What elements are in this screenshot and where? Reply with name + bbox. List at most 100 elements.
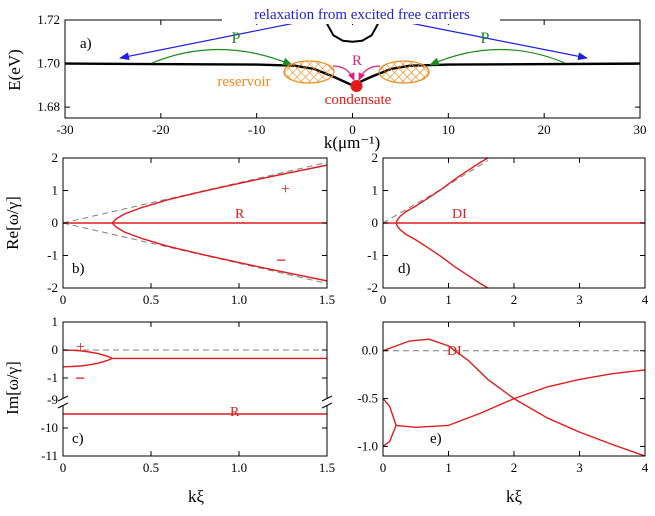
panel-d-dashed-asymptote [383,160,489,224]
panel-c-xtick-label: 1.0 [231,460,247,475]
r-arrow-right [358,65,381,81]
panel-c-ytick-label: -9 [47,392,58,407]
panel-c-ytick-label: 0 [52,342,59,357]
panel-e-xtick-label: 0 [380,460,387,475]
panel-b-label: b) [72,261,85,277]
axis-break-gap-right [322,398,332,406]
panel-b-ytick-label: -1 [47,248,58,263]
panel-c: 0 0.5 1.0 1.5 1 0 -1 -9 -10 -11 c) Im[ω/γ] kξ + −… [3,314,335,506]
panel-b-ylabel: Re[ω/γ] [3,196,22,250]
panel-c-ytick-label: -11 [41,448,58,463]
panel-d: 0 1 2 3 4 2 1 0 -1 -2 d) DI [367,150,649,307]
panel-e-frame [382,321,646,457]
panel-e-label: e) [430,431,442,447]
panel-e-ticks: 0 1 2 3 4 0.0 -0.5 -1.0 [357,322,649,475]
panel-d-ticks: 0 1 2 3 4 2 1 0 -1 -2 [367,150,649,307]
panel-c-plot-area [63,349,327,415]
panel-e-xtick-label: 2 [511,460,518,475]
axis-break-mark-right-2 [321,402,333,409]
panel-e-xlabel: kξ [506,487,523,506]
axis-break-mark-left-1 [57,395,69,402]
panel-e-ytick-label: -0.5 [357,391,378,406]
panel-e-xtick-label: 1 [445,460,452,475]
axis-break-mark-left-2 [57,402,69,409]
panel-c-ticks: 0 0.5 1.0 1.5 1 0 -1 -9 -10 -11 [41,314,335,475]
reservoir-label: reservoir [217,74,270,90]
panel-e-plot-area [383,338,645,456]
condensate-label: condensate [325,92,392,108]
panel-a-ytick-label: 1.70 [37,56,60,71]
panel-b-ytick-label: 2 [52,150,59,165]
panel-d-ytick-label: 1 [372,183,379,198]
panel-c-xtick-label: 0 [60,460,67,475]
panel-a-ylabel: E(eV) [5,49,24,91]
panel-a-xtick-label: -30 [56,122,73,137]
panel-c-plus-label: + [76,339,85,356]
panel-e-ytick-label: -1.0 [357,438,378,453]
reservoir-left [283,60,335,84]
panel-a-series-upper-polariton [323,20,382,43]
panel-e-ytick-label: 0.0 [362,343,378,358]
panel-c-series-0 [63,349,113,360]
axis-break-gap-left [58,398,68,406]
panel-d-xtick-label: 2 [511,292,518,307]
pump-arrow-left [151,48,293,66]
panel-a: -30 -20 -10 0 10 20 30 1.68 1.70 1.72 a) E(eV) k(… [5,4,647,152]
panel-b-ytick-label: -2 [47,280,58,295]
panel-c-xtick-label: 1.5 [319,460,335,475]
axis-break-mark-right-1 [321,395,333,402]
panel-c-ytick-label: -10 [41,420,58,435]
panel-d-ytick-label: 0 [372,215,379,230]
panel-b-series-1 [111,222,327,282]
panel-e: 0 1 2 3 4 0.0 -0.5 -1.0 e) kξ DI [357,321,649,506]
panel-a-xtick-label: 20 [538,122,551,137]
panel-c-ytick-label: 1 [52,314,59,329]
panel-e-series-0 [383,338,645,456]
panel-a-xtick-label: -10 [248,122,265,137]
panel-e-xtick-label: 4 [642,460,649,475]
panel-a-label: a) [80,36,92,52]
panel-c-series-1 [63,357,113,368]
panel-e-series-3 [383,425,397,447]
panel-b-minus-label: − [276,250,286,270]
panel-c-r-label: R [230,405,240,420]
panel-b-xtick-label: 1.5 [319,292,335,307]
panel-c-minus-label: − [75,368,85,388]
panel-d-xtick-label: 4 [642,292,649,307]
panel-c-ytick-label: -1 [47,370,58,385]
panel-b-plot-area [63,162,327,284]
relaxation-label: relaxation from excited free carriers [254,7,470,23]
relaxation-label-bg [222,4,500,24]
panel-e-series-1 [396,369,645,428]
r-arrow-left [332,65,355,81]
panel-d-plot-area [383,158,645,288]
panel-e-series-2 [383,398,397,426]
condensate-dot [350,80,363,92]
panel-b-ticks: 0 0.5 1.0 1.5 2 1 0 -1 -2 [47,150,335,307]
panel-e-xtick-label: 3 [576,460,583,475]
panel-a-ticks: -30 -20 -10 0 10 20 30 1.68 1.70 1.72 [37,12,646,137]
panel-a-ytick-label: 1.72 [37,12,60,27]
pump-label-left: P [232,30,241,47]
panel-b-xtick-label: 0 [60,292,67,307]
panel-b-xtick-label: 0.5 [143,292,159,307]
panel-d-ytick-label: -1 [367,248,378,263]
relaxation-arrow-right [409,22,588,61]
panel-d-ytick-label: 2 [372,150,379,165]
panel-d-xtick-label: 1 [445,292,452,307]
panel-c-frame [62,321,328,457]
panel-b-ytick-label: 1 [52,183,59,198]
panel-d-series-1 [395,222,489,288]
r-label: R [352,53,362,69]
panel-d-series-0 [395,158,489,224]
panel-a-xtick-label: 0 [349,122,356,137]
panel-d-ytick-label: -2 [367,280,378,295]
panel-c-label: c) [72,431,84,447]
panel-a-ytick-label: 1.68 [37,99,60,114]
panel-d-xtick-label: 0 [380,292,387,307]
panel-b-r-label: R [235,207,245,222]
panel-a-xtick-label: 10 [442,122,455,137]
panel-a-xlabel: k(μm⁻¹) [324,133,380,152]
panel-b-series-0 [111,164,327,224]
reservoir-right [378,60,430,84]
